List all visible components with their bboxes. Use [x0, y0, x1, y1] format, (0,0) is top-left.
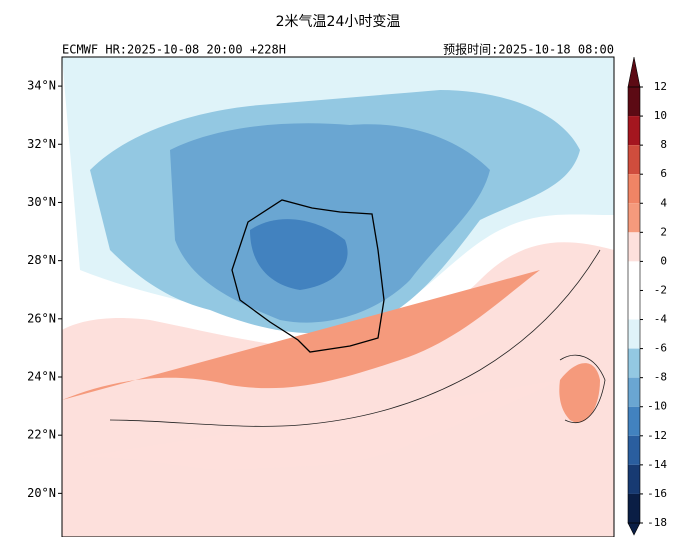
colorbar-label: 12	[654, 80, 667, 93]
colorbar-segment	[628, 290, 640, 320]
colorbar-label: 4	[660, 196, 667, 209]
colorbar-segment	[628, 493, 640, 523]
colorbar-segment	[628, 116, 640, 146]
zone-warm	[62, 270, 540, 400]
colorbar-segment	[628, 145, 640, 175]
zone-blue3	[250, 219, 348, 290]
title: 2米气温24小时变温	[276, 14, 401, 30]
colorbar-segment	[628, 348, 640, 378]
colorbar-label: -16	[647, 487, 667, 500]
colorbar-label: -6	[654, 342, 667, 355]
colorbar-segment	[628, 232, 640, 262]
colorbar-label: -10	[647, 400, 667, 413]
colorbar-segment	[628, 406, 640, 436]
map-frame	[61, 56, 615, 537]
lat-label: 28°N	[27, 253, 56, 267]
coastline-taiwan	[559, 354, 606, 423]
colorbar-label: 6	[660, 167, 667, 180]
colorbar-frame	[627, 86, 641, 524]
colorbar-label: -4	[654, 313, 668, 326]
colorbar-segment	[628, 203, 640, 233]
lat-label: 30°N	[27, 195, 56, 209]
lat-label: 20°N	[27, 486, 56, 500]
colorbar-label: 10	[654, 109, 667, 122]
colorbar-segment	[628, 464, 640, 494]
lat-label: 32°N	[27, 137, 56, 151]
valid-time: 预报时间:2025-10-18 08:00	[443, 42, 614, 57]
colorbar-label: 2	[660, 225, 667, 238]
colorbar-segment	[628, 435, 640, 465]
colorbar-segment	[628, 261, 640, 291]
colorbar-segment	[628, 319, 640, 349]
zone-taiwan	[559, 363, 600, 423]
coastline	[109, 249, 601, 427]
colorbar-label: -14	[647, 458, 667, 471]
colorbar-label: -12	[647, 429, 667, 442]
colorbar-label: -18	[647, 516, 667, 529]
colorbar-segment	[628, 87, 640, 117]
colorbar-arrow-bottom	[627, 522, 641, 536]
zone-warm-gap	[62, 380, 560, 470]
colorbar-segment	[628, 174, 640, 204]
run-info: ECMWF HR:2025-10-08 20:00 +228H	[62, 43, 286, 57]
lat-label: 34°N	[27, 79, 56, 93]
colorbar-label: 0	[660, 254, 667, 267]
lat-label: 26°N	[27, 311, 56, 325]
zone-blue2	[170, 123, 490, 323]
colorbar-segment	[628, 377, 640, 407]
colorbar-arrow-top	[627, 56, 641, 88]
province-border	[231, 199, 385, 353]
colorbar-label: -8	[654, 371, 667, 384]
lat-label: 22°N	[27, 428, 56, 442]
colorbar-label: 8	[660, 138, 667, 151]
lat-label: 24°N	[27, 370, 56, 384]
colorbar-label: -2	[654, 283, 667, 296]
map-field	[62, 57, 614, 537]
